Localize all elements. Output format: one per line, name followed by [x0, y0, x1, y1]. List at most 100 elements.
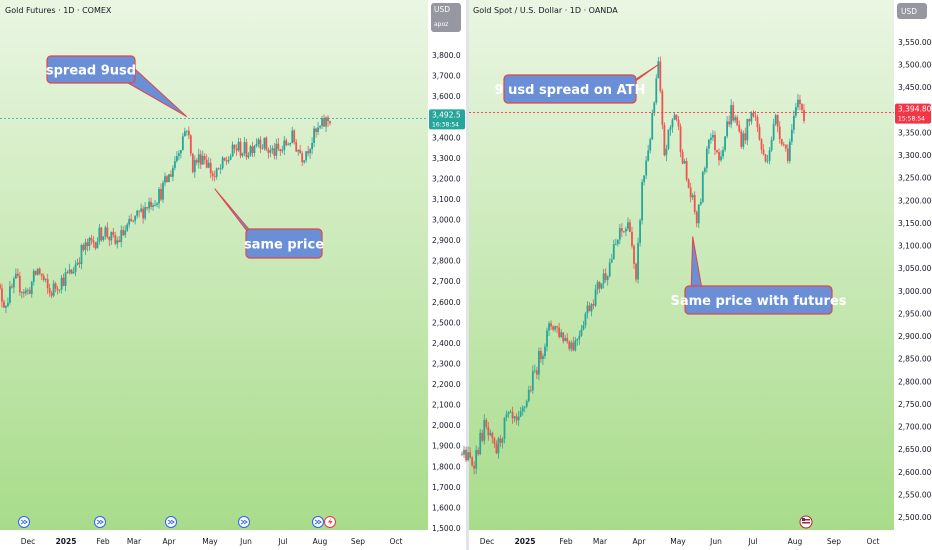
candle[interactable]: [189, 134, 192, 157]
candle[interactable]: [3, 299, 5, 308]
candle[interactable]: [60, 275, 63, 294]
candle[interactable]: [584, 311, 587, 329]
candle[interactable]: [7, 297, 9, 308]
candle[interactable]: [297, 149, 300, 156]
candle[interactable]: [20, 291, 23, 299]
candle[interactable]: [661, 88, 664, 130]
candle[interactable]: [132, 219, 135, 223]
candle[interactable]: [477, 447, 480, 456]
candle[interactable]: [685, 157, 688, 182]
candle[interactable]: [471, 455, 474, 467]
candle[interactable]: [309, 148, 312, 160]
candle[interactable]: [40, 273, 43, 281]
candle[interactable]: [170, 170, 172, 177]
candle[interactable]: [279, 148, 282, 157]
candle[interactable]: [176, 151, 178, 163]
candle[interactable]: [665, 144, 668, 162]
candle[interactable]: [257, 137, 260, 148]
candle[interactable]: [576, 338, 579, 346]
candle[interactable]: [679, 123, 682, 158]
candle[interactable]: [659, 56, 662, 94]
candle[interactable]: [162, 180, 164, 203]
candle[interactable]: [62, 273, 65, 287]
annotation-callout[interactable]: Same price with futures: [670, 285, 847, 315]
candle[interactable]: [790, 123, 793, 145]
candle[interactable]: [134, 215, 137, 225]
candle[interactable]: [247, 152, 250, 160]
candle[interactable]: [144, 202, 147, 221]
candle[interactable]: [291, 126, 294, 144]
candle[interactable]: [267, 147, 270, 159]
candle[interactable]: [554, 325, 556, 332]
candle[interactable]: [235, 144, 238, 156]
candle[interactable]: [32, 268, 35, 286]
candle[interactable]: [533, 364, 536, 374]
candle[interactable]: [241, 152, 244, 158]
candle[interactable]: [572, 336, 575, 352]
candle[interactable]: [299, 145, 302, 154]
candle[interactable]: [655, 74, 658, 105]
candle[interactable]: [30, 280, 33, 298]
candle[interactable]: [645, 156, 648, 180]
candle[interactable]: [303, 160, 306, 165]
candle[interactable]: [752, 110, 755, 118]
candle[interactable]: [527, 385, 530, 403]
candle[interactable]: [742, 130, 745, 150]
candle[interactable]: [600, 283, 603, 290]
candle[interactable]: [90, 235, 93, 245]
candle[interactable]: [227, 156, 230, 164]
candle[interactable]: [54, 281, 57, 293]
candle[interactable]: [497, 436, 500, 459]
candle[interactable]: [88, 236, 91, 251]
candle[interactable]: [0, 282, 1, 290]
candle[interactable]: [558, 322, 561, 339]
candle[interactable]: [215, 167, 218, 180]
candle[interactable]: [560, 329, 563, 338]
candle[interactable]: [730, 99, 733, 129]
candle[interactable]: [66, 270, 69, 274]
candle[interactable]: [110, 231, 113, 245]
candle[interactable]: [146, 206, 148, 211]
candle[interactable]: [183, 127, 186, 137]
candle[interactable]: [635, 262, 637, 283]
candle[interactable]: [213, 170, 216, 182]
candle[interactable]: [231, 141, 234, 158]
candle[interactable]: [305, 150, 308, 163]
candle[interactable]: [697, 204, 700, 228]
candle[interactable]: [511, 406, 514, 424]
candle[interactable]: [760, 138, 763, 154]
candle[interactable]: [74, 260, 77, 277]
candle[interactable]: [281, 145, 284, 154]
candle[interactable]: [225, 156, 228, 166]
candle[interactable]: [799, 95, 801, 111]
candle[interactable]: [273, 142, 276, 160]
candle[interactable]: [535, 366, 538, 380]
candle[interactable]: [14, 268, 17, 279]
candle[interactable]: [177, 150, 180, 161]
earnings-icon[interactable]: [324, 516, 336, 528]
candle[interactable]: [556, 325, 559, 334]
candle[interactable]: [219, 164, 222, 175]
candle[interactable]: [98, 224, 101, 245]
candle[interactable]: [96, 237, 99, 249]
candle[interactable]: [505, 410, 508, 422]
candle[interactable]: [774, 113, 777, 127]
candle[interactable]: [195, 158, 198, 166]
candle[interactable]: [325, 116, 327, 132]
candle[interactable]: [582, 320, 585, 331]
candle[interactable]: [313, 125, 315, 148]
candle[interactable]: [750, 111, 753, 125]
candle[interactable]: [525, 399, 528, 409]
candle[interactable]: [473, 461, 476, 475]
candle[interactable]: [50, 290, 53, 299]
candle[interactable]: [321, 115, 323, 129]
candle[interactable]: [754, 110, 757, 121]
candle[interactable]: [758, 123, 761, 141]
candle[interactable]: [9, 280, 11, 305]
candle[interactable]: [100, 226, 103, 242]
right-y-axis[interactable]: 2,500.000 2,550.000 2,600.000 2,650.000 2,70…: [894, 0, 932, 550]
candle[interactable]: [323, 114, 325, 127]
candle[interactable]: [622, 230, 625, 233]
candle[interactable]: [36, 268, 39, 276]
candle[interactable]: [479, 428, 482, 456]
